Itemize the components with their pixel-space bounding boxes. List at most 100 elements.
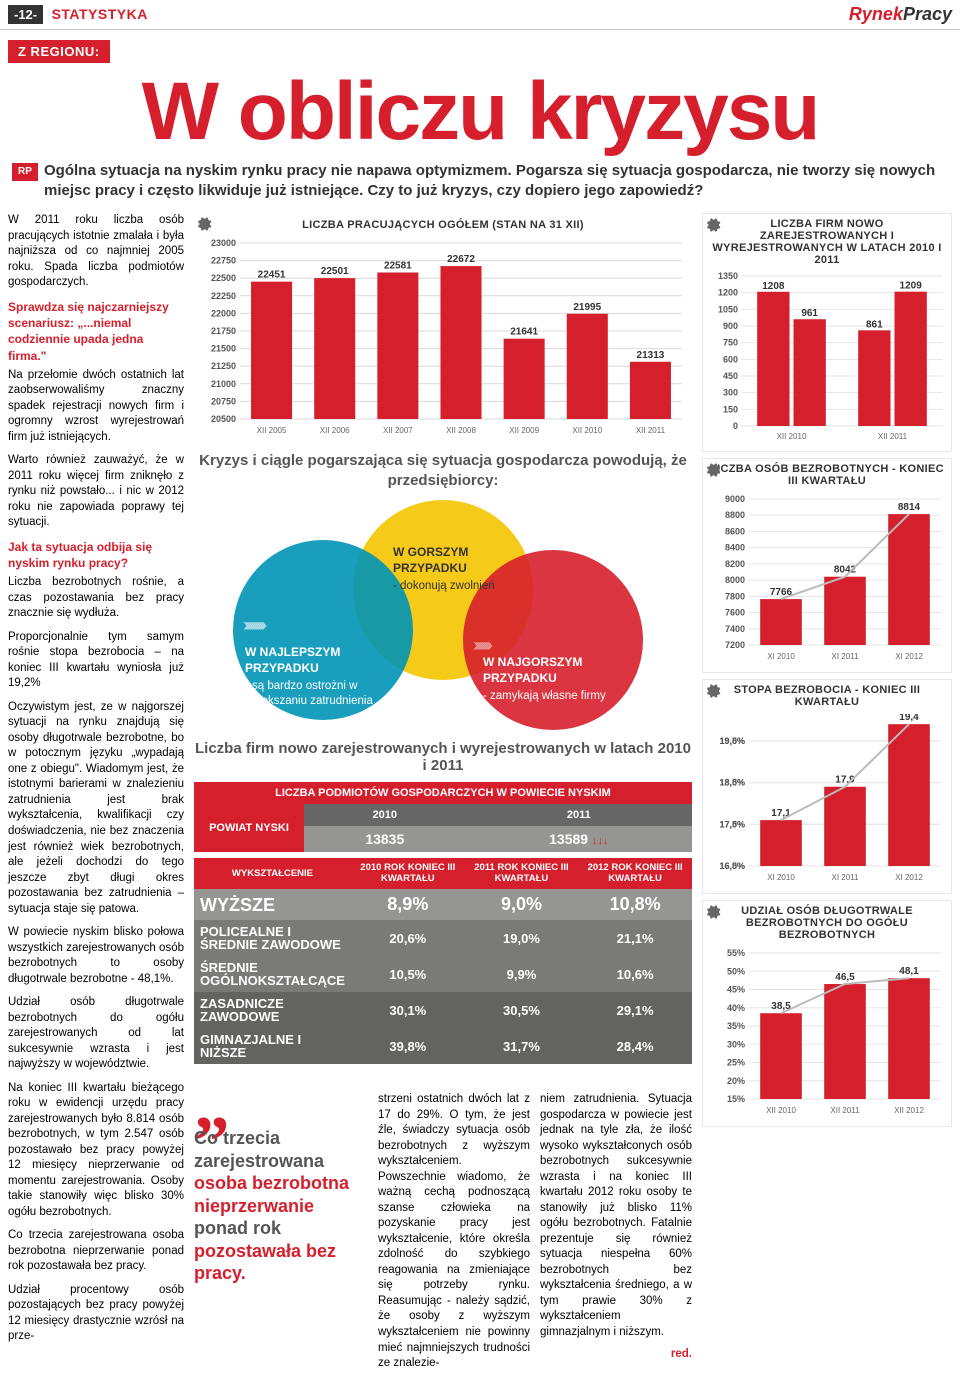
svg-text:40%: 40% [727, 1003, 745, 1013]
gear-icon [196, 215, 212, 231]
right-column: LICZBA FIRM NOWO ZAREJESTROWANYCH I WYRE… [702, 213, 952, 1371]
svg-text:750: 750 [723, 338, 738, 348]
left-column: W 2011 roku liczba osób pracujących isto… [8, 213, 184, 1371]
svg-text:21641: 21641 [510, 327, 538, 338]
lede: RP Ogólna sytuacja na nyskim rynku pracy… [0, 161, 960, 214]
svg-text:21750: 21750 [211, 326, 236, 336]
svg-text:XI 2010: XI 2010 [767, 652, 795, 661]
svg-text:22750: 22750 [211, 256, 236, 266]
svg-text:21000: 21000 [211, 379, 236, 389]
svg-text:21250: 21250 [211, 362, 236, 372]
svg-text:16,0%: 16,0% [719, 861, 745, 871]
svg-text:15%: 15% [727, 1094, 745, 1104]
quote-icon: „ [194, 1090, 364, 1119]
side-chart-unemployed: LICZBA OSÓB BEZROBOTNYCH - KONIEC III KW… [702, 458, 952, 673]
svg-text:20750: 20750 [211, 397, 236, 407]
svg-text:22500: 22500 [211, 274, 236, 284]
svg-text:XII 2008: XII 2008 [446, 426, 476, 435]
svg-text:XII 2011: XII 2011 [878, 432, 908, 441]
svg-text:861: 861 [866, 320, 883, 331]
svg-text:35%: 35% [727, 1021, 745, 1031]
svg-text:8200: 8200 [725, 559, 745, 569]
svg-text:150: 150 [723, 405, 738, 415]
svg-text:XII 2010: XII 2010 [766, 1106, 796, 1115]
mid-subtitle: Kryzys i ciągle pogarszająca się sytuacj… [194, 451, 692, 490]
svg-text:XII 2005: XII 2005 [257, 426, 287, 435]
svg-text:961: 961 [801, 309, 818, 320]
svg-text:XII 2007: XII 2007 [383, 426, 413, 435]
svg-text:XII 2006: XII 2006 [320, 426, 350, 435]
headline: W obliczu kryzysu [0, 73, 960, 151]
svg-text:23000: 23000 [211, 238, 236, 248]
svg-text:9000: 9000 [725, 494, 745, 504]
side-chart-longterm: UDZIAŁ OSÓB DŁUGOTRWALE BEZROBOTNYCH DO … [702, 900, 952, 1127]
side-chart-rate: STOPA BEZROBOCIA - KONIEC III KWARTAŁU 1… [702, 679, 952, 894]
side-chart-firms: LICZBA FIRM NOWO ZAREJESTROWANYCH I WYRE… [702, 213, 952, 452]
svg-text:22000: 22000 [211, 309, 236, 319]
svg-text:48,1: 48,1 [899, 967, 919, 978]
svg-text:600: 600 [723, 355, 738, 365]
middle-column: LICZBA PRACUJĄCYCH OGÓŁEM (STAN NA 31 XI… [194, 213, 692, 1371]
gear-icon [705, 903, 721, 919]
svg-text:1350: 1350 [718, 272, 738, 281]
svg-text:55%: 55% [727, 948, 745, 958]
svg-text:1209: 1209 [900, 281, 923, 292]
svg-text:300: 300 [723, 388, 738, 398]
tables-title: Liczba firm nowo zarejestrowanych i wyre… [194, 740, 692, 774]
svg-text:22501: 22501 [321, 267, 349, 278]
svg-text:8400: 8400 [725, 543, 745, 553]
svg-text:450: 450 [723, 371, 738, 381]
gear-icon [705, 216, 721, 232]
svg-text:XII 2010: XII 2010 [777, 432, 807, 441]
svg-text:XI 2010: XI 2010 [767, 873, 795, 882]
svg-text:22451: 22451 [258, 270, 286, 281]
svg-text:XI 2012: XI 2012 [895, 873, 923, 882]
svg-text:XI 2011: XI 2011 [832, 873, 860, 882]
svg-text:20%: 20% [727, 1076, 745, 1086]
svg-text:XI 2011: XI 2011 [832, 652, 860, 661]
svg-text:1050: 1050 [718, 305, 738, 315]
svg-text:7400: 7400 [725, 624, 745, 634]
svg-text:XII 2012: XII 2012 [894, 1106, 924, 1115]
pull-quote: „ Co trzecia zarejestrowana osoba bezrob… [194, 1090, 364, 1371]
section-label: STATYSTYKA [52, 6, 148, 22]
svg-text:XII 2011: XII 2011 [636, 426, 666, 435]
svg-text:8800: 8800 [725, 511, 745, 521]
svg-text:20500: 20500 [211, 414, 236, 424]
svg-text:1208: 1208 [762, 281, 785, 292]
svg-text:XII 2009: XII 2009 [509, 426, 539, 435]
page-number: -12- [8, 5, 43, 24]
rp-icon: RP [12, 163, 38, 181]
svg-text:50%: 50% [727, 967, 745, 977]
main-bar-chart: LICZBA PRACUJĄCYCH OGÓŁEM (STAN NA 31 XI… [194, 213, 692, 441]
svg-text:21500: 21500 [211, 344, 236, 354]
svg-text:18,0%: 18,0% [719, 778, 745, 788]
svg-text:1200: 1200 [718, 288, 738, 298]
masthead: RynekPracy [849, 4, 952, 25]
svg-text:XII 2010: XII 2010 [572, 426, 602, 435]
svg-text:8600: 8600 [725, 527, 745, 537]
svg-text:900: 900 [723, 321, 738, 331]
table-education: WYKSZTAŁCENIE 2010 ROK KONIEC III KWARTA… [194, 858, 692, 1064]
svg-text:45%: 45% [727, 985, 745, 995]
gear-icon [705, 682, 721, 698]
bottom-body-text: strzeni ostatnich dwóch lat z 17 do 29%.… [378, 1092, 692, 1371]
svg-text:25%: 25% [727, 1058, 745, 1068]
svg-text:7200: 7200 [725, 640, 745, 650]
byline: red. [540, 1347, 692, 1363]
svg-text:7600: 7600 [725, 608, 745, 618]
svg-text:22581: 22581 [384, 261, 412, 272]
svg-text:30%: 30% [727, 1040, 745, 1050]
svg-text:8042: 8042 [834, 565, 857, 576]
svg-text:21313: 21313 [637, 350, 665, 361]
svg-text:21995: 21995 [573, 302, 601, 313]
svg-text:22672: 22672 [447, 254, 475, 265]
svg-text:XII 2011: XII 2011 [830, 1106, 860, 1115]
svg-text:19,4: 19,4 [899, 714, 919, 723]
table-entities: LICZBA PODMIOTÓW GOSPODARCZYCH W POWIECI… [194, 782, 692, 852]
svg-text:XI 2012: XI 2012 [895, 652, 923, 661]
region-badge: Z REGIONU: [8, 40, 110, 63]
svg-text:19,0%: 19,0% [719, 736, 745, 746]
svg-text:7800: 7800 [725, 592, 745, 602]
svg-text:46,5: 46,5 [835, 972, 855, 983]
